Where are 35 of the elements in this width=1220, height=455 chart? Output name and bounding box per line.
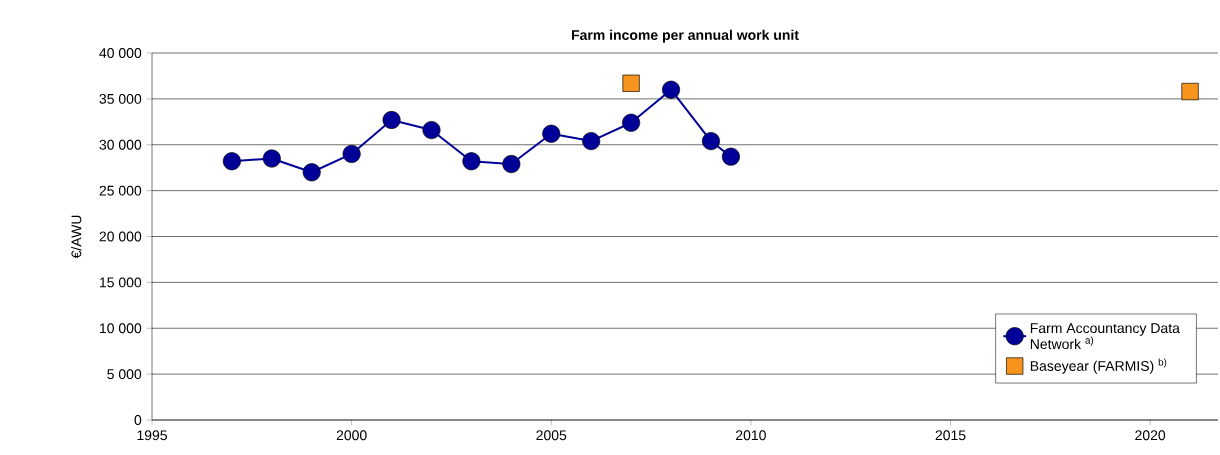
y-axis-title: €/AWU [71, 215, 82, 259]
point [502, 155, 521, 174]
point [342, 144, 361, 163]
point [662, 80, 681, 99]
legend-label: Farm Accountancy Data Network $^{a)}$ [1030, 323, 1180, 350]
chart-title: Farm income per annual work unit [571, 29, 799, 43]
point [382, 110, 401, 129]
point [701, 132, 720, 151]
point [262, 149, 281, 168]
y-tick-label: 35 000 [99, 93, 142, 104]
point [222, 152, 241, 171]
point [302, 163, 321, 182]
x-tick-label: 1995 [137, 430, 167, 441]
x-tick-label: 2020 [1135, 430, 1166, 441]
y-tick-label: 20 000 [99, 231, 142, 242]
x-tick-label: 2000 [336, 430, 367, 441]
y-tick-label: 25 000 [99, 185, 142, 196]
y-tick-label: 10 000 [100, 323, 142, 334]
point [1181, 82, 1199, 101]
point [422, 121, 441, 140]
x-tick-label: 2010 [736, 430, 766, 441]
legend-label: Baseyear (FARMIS) $^{b)}$ [1030, 358, 1167, 374]
y-tick-label: 5 000 [107, 369, 142, 380]
y-tick-label: 30 000 [99, 139, 142, 150]
point [542, 124, 561, 143]
x-tick-label: 2005 [536, 430, 567, 441]
point [582, 132, 601, 151]
point [721, 147, 740, 166]
x-tick-label: 2015 [935, 430, 966, 441]
y-tick-label: 40 000 [99, 48, 142, 58]
point [622, 74, 640, 92]
y-tick-label: 0 [134, 415, 142, 425]
point [622, 113, 641, 132]
y-tick-label: 15 000 [100, 277, 142, 288]
point [462, 152, 481, 171]
